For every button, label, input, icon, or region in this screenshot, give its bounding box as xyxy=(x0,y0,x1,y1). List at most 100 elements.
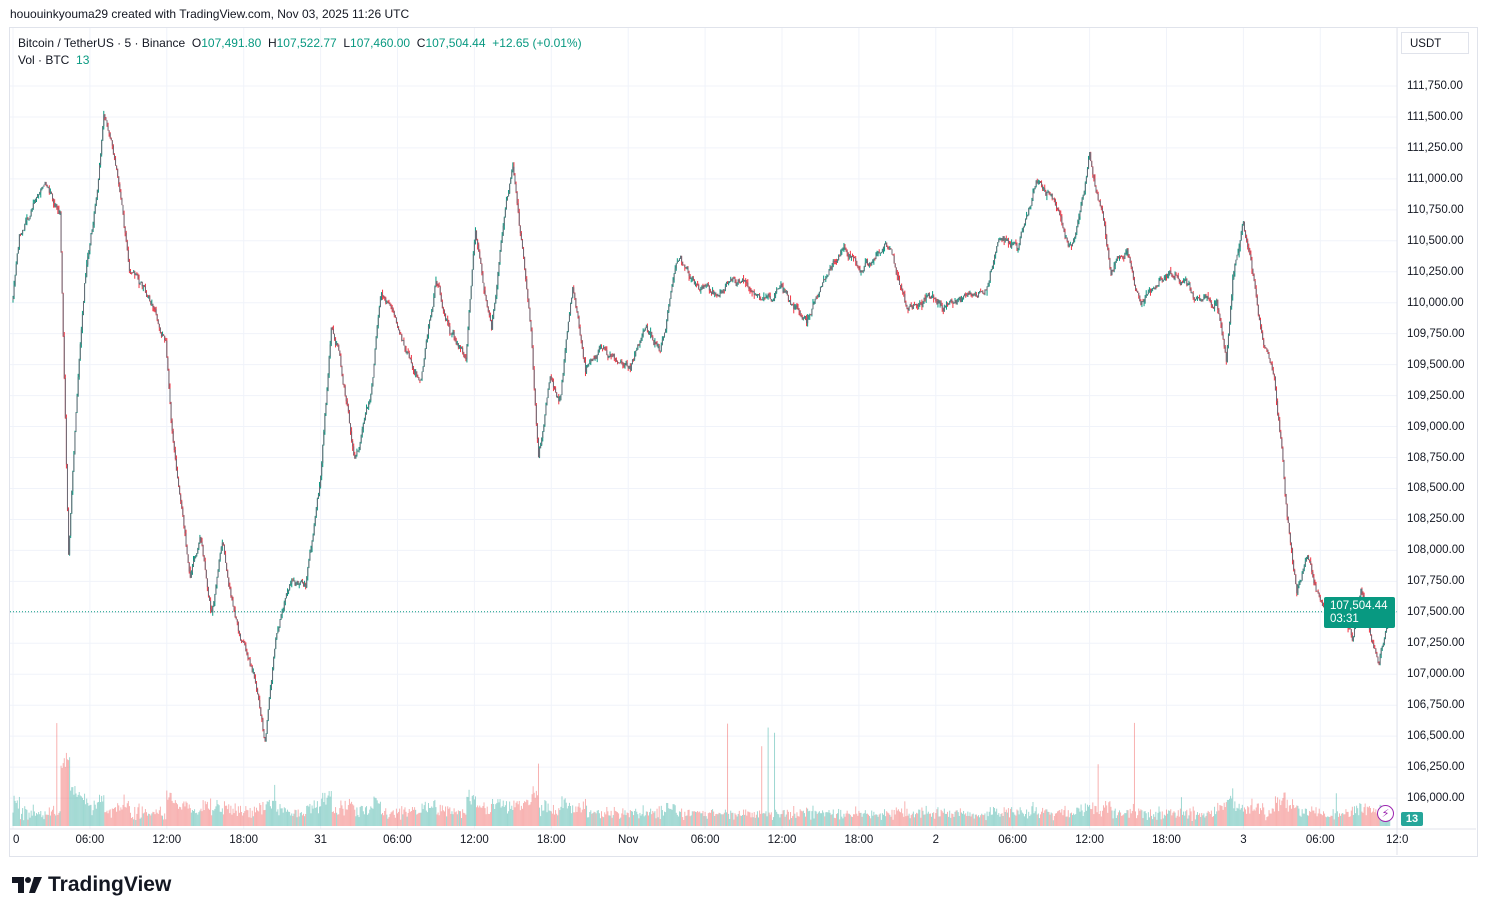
volume-bar xyxy=(1127,810,1129,826)
candle-body xyxy=(246,651,248,655)
volume-bar xyxy=(495,804,497,826)
volume-bar xyxy=(32,804,34,826)
volume-bar xyxy=(500,807,502,826)
lightning-icon[interactable]: ⚡ xyxy=(1377,805,1394,822)
volume-bar xyxy=(1025,814,1027,826)
candle-body xyxy=(1121,256,1123,257)
chart-credit: hououinkyouma29 created with TradingView… xyxy=(10,7,410,21)
volume-bar xyxy=(1279,799,1281,826)
volume-bar xyxy=(404,807,406,826)
candle-body xyxy=(1185,278,1187,281)
volume-bar xyxy=(1102,805,1104,826)
volume-bar xyxy=(478,807,480,826)
volume-label[interactable]: Vol · BTC xyxy=(18,53,70,67)
candle-body xyxy=(781,283,783,287)
candle-body xyxy=(264,737,266,742)
volume-bar xyxy=(780,814,782,826)
volume-bar xyxy=(115,807,117,826)
candle-body xyxy=(909,304,911,307)
candle-body xyxy=(1083,191,1085,196)
candle-body xyxy=(346,401,348,406)
candle-body xyxy=(84,283,86,301)
volume-bar xyxy=(1116,815,1118,826)
candle-body xyxy=(889,248,891,250)
volume-bar xyxy=(1230,795,1232,826)
candle-body xyxy=(1386,629,1388,632)
candle-body xyxy=(273,656,275,670)
candle-body xyxy=(607,354,609,358)
volume-bar xyxy=(1187,818,1189,826)
volume-bar xyxy=(776,811,778,826)
candle-body xyxy=(591,359,593,361)
volume-bar xyxy=(793,805,795,826)
candle-body xyxy=(1130,262,1132,268)
candle-body xyxy=(577,311,579,318)
volume-bar xyxy=(219,811,221,826)
candle-body xyxy=(164,335,166,341)
candle-body xyxy=(137,274,139,280)
volume-bar xyxy=(503,806,505,826)
currency-selector[interactable]: USDT xyxy=(1401,32,1469,54)
candle-body xyxy=(440,294,442,302)
candle-body xyxy=(864,262,866,267)
volume-bar xyxy=(170,792,172,826)
candle-body xyxy=(176,470,178,479)
candle-body xyxy=(1259,319,1261,327)
candle-body xyxy=(856,261,858,266)
candle-body xyxy=(57,207,59,210)
candle-body xyxy=(126,241,128,251)
candle-body xyxy=(1139,295,1141,302)
volume-bar xyxy=(623,814,625,826)
volume-bar xyxy=(684,811,686,826)
volume-bar xyxy=(774,732,776,826)
candle-body xyxy=(451,332,453,335)
volume-bar xyxy=(691,811,693,826)
volume-bar xyxy=(633,815,635,826)
candle-body xyxy=(848,254,850,257)
volume-bar xyxy=(1212,816,1214,826)
volume-bar xyxy=(392,810,394,826)
volume-bar xyxy=(717,814,719,826)
candle-body xyxy=(1088,159,1090,169)
candle-body xyxy=(422,366,424,372)
volume-bar xyxy=(1220,805,1222,826)
candle-body xyxy=(1252,268,1254,275)
volume-bar xyxy=(237,806,239,826)
candle-body xyxy=(185,533,187,546)
candle-body xyxy=(91,230,93,235)
volume-bar xyxy=(384,810,386,826)
candle-body xyxy=(1057,207,1059,210)
candle-body xyxy=(1250,254,1252,261)
candle-body xyxy=(645,325,647,328)
volume-bar xyxy=(77,794,79,826)
candle-body xyxy=(1033,188,1035,193)
symbol-name[interactable]: Bitcoin / TetherUS · 5 · Binance xyxy=(18,36,186,50)
candle-body xyxy=(293,580,295,582)
volume-bar xyxy=(297,809,299,826)
candle-body xyxy=(885,242,887,245)
volume-bar xyxy=(1095,806,1097,826)
volume-bar xyxy=(461,818,463,826)
volume-bar xyxy=(59,811,61,826)
volume-bar xyxy=(397,813,398,826)
candle-body xyxy=(1092,166,1094,175)
volume-bar xyxy=(975,814,977,826)
volume-bar xyxy=(689,816,691,826)
candle-body xyxy=(1128,255,1130,258)
volume-bar xyxy=(837,813,839,826)
volume-bar xyxy=(155,809,157,826)
candle-body xyxy=(188,563,190,572)
volume-bar xyxy=(493,804,495,826)
candle-body xyxy=(1093,174,1095,179)
volume-bar xyxy=(427,803,429,826)
volume-bar xyxy=(818,811,820,826)
tradingview-logo[interactable]: TradingView xyxy=(12,873,171,897)
candle-body xyxy=(1108,249,1110,259)
volume-bar xyxy=(56,723,58,826)
volume-bar xyxy=(1082,816,1084,826)
price-tick: 111,500.00 xyxy=(1407,110,1463,123)
volume-bar xyxy=(288,811,290,826)
volume-bar xyxy=(984,813,986,826)
volume-bar xyxy=(1073,813,1075,826)
